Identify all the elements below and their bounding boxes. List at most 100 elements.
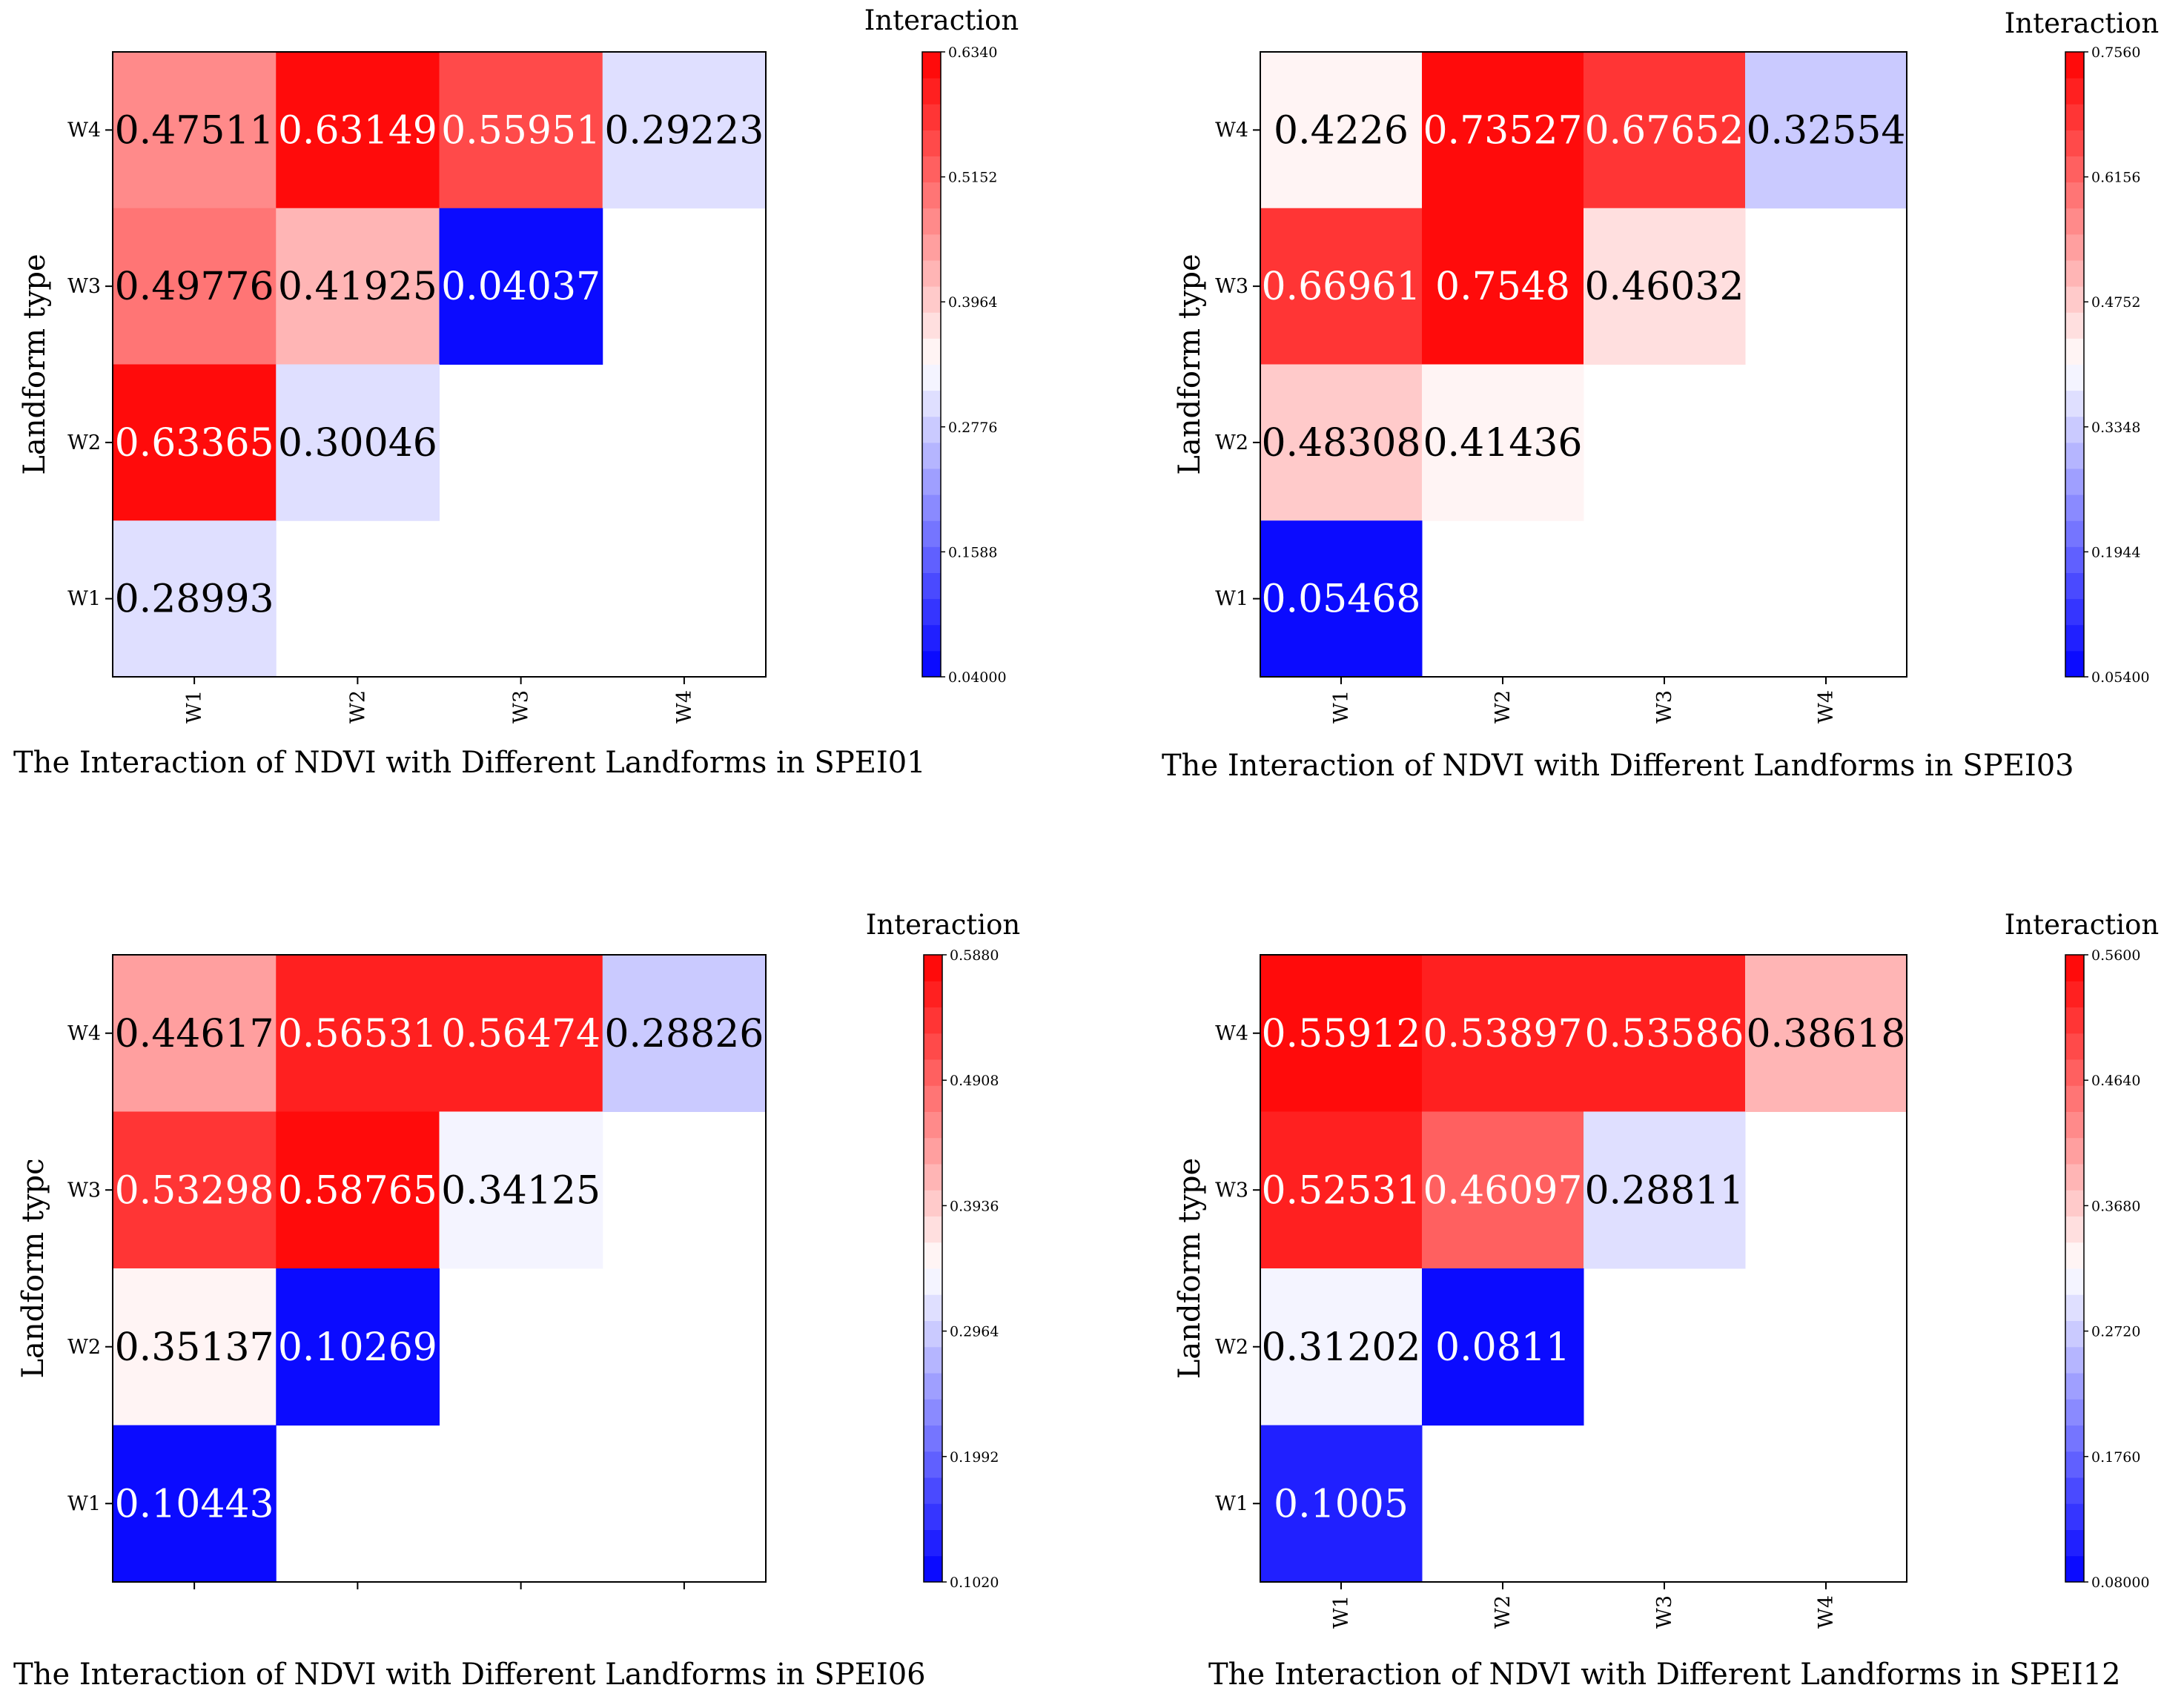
y-tick-label: W2 <box>67 1336 101 1359</box>
cell-value-label: 0.53897 <box>1423 1012 1582 1056</box>
colorbar-tick-label: 0.2776 <box>948 420 997 436</box>
colorbar-segment <box>922 598 941 626</box>
cell-value-label: 0.29223 <box>604 108 764 153</box>
colorbar-segment <box>922 469 941 495</box>
colorbar-segment <box>2065 1059 2084 1086</box>
heatmap-cell <box>1422 1111 1584 1269</box>
heatmap-cell <box>1260 364 1423 521</box>
panel-spei01: 0.47511 0.63149 0.55951 0.29223 0.49776 0.419… <box>13 4 1019 780</box>
colorbar-segment <box>2065 312 2084 339</box>
heatmap-cell <box>113 955 277 1112</box>
panel-caption: The Interaction of NDVI with Different L… <box>13 746 926 780</box>
cell-value-label: 0.4226 <box>1274 108 1409 153</box>
colorbar-segment <box>924 1555 942 1583</box>
cell-value-label: 0.28811 <box>1584 1168 1744 1213</box>
colorbar-segment <box>924 1451 942 1478</box>
x-tick-label: W2 <box>1492 1595 1515 1629</box>
colorbar-tick-label: 0.6340 <box>948 44 997 61</box>
colorbar-segment <box>2065 182 2084 209</box>
colorbar-segment <box>922 78 941 105</box>
panel-caption: The Interaction of NDVI with Different L… <box>1162 749 2074 783</box>
colorbar-segment <box>922 442 941 469</box>
colorbar-tick-label: 0.1020 <box>950 1575 999 1591</box>
colorbar-tick-label: 0.1588 <box>948 544 997 560</box>
heatmap-cell <box>602 52 767 209</box>
cell-value-label: 0.0811 <box>1435 1325 1570 1370</box>
heatmap-cell <box>113 364 277 521</box>
colorbar-segment <box>922 260 941 287</box>
plot-frame <box>112 954 767 1583</box>
heatmap-cell <box>1260 1111 1423 1269</box>
colorbar-segment <box>2065 1111 2084 1139</box>
colorbar-segment <box>2065 955 2084 981</box>
heatmap-cell <box>1260 1268 1423 1426</box>
colorbar-segment <box>2065 416 2084 443</box>
colorbar-segment <box>924 1216 942 1243</box>
heatmap-cell <box>1584 955 1746 1112</box>
heatmap-cell <box>1260 955 1423 1112</box>
colorbar-segment <box>922 494 941 521</box>
colorbar-segment <box>2065 208 2084 235</box>
heatmap-cell <box>276 1268 440 1426</box>
colorbar-segment <box>924 1085 942 1112</box>
colorbar-tick-label: 0.08000 <box>2091 1575 2150 1591</box>
colorbar-segment <box>922 546 941 573</box>
cell-value-label: 0.66961 <box>1261 265 1420 309</box>
colorbar-segment <box>2065 624 2084 652</box>
colorbar-segment <box>924 1242 942 1269</box>
colorbar-segment <box>2065 1216 2084 1243</box>
heatmap-cell <box>1745 52 1907 209</box>
colorbar-tick-label: 0.5880 <box>950 947 999 964</box>
x-tick-label: W3 <box>1653 690 1676 724</box>
colorbar-segment <box>2065 1164 2084 1191</box>
cell-value-label: 0.73527 <box>1423 108 1582 153</box>
colorbar-tick-label: 0.2720 <box>2091 1324 2140 1340</box>
colorbar-segment <box>922 520 941 547</box>
cell-value-label: 0.63365 <box>115 421 274 466</box>
heatmap-cell <box>113 520 277 678</box>
colorbar-tick-label: 0.1944 <box>2091 544 2140 560</box>
x-tick-label: W4 <box>1815 690 1838 724</box>
heatmap-cell <box>1260 520 1423 678</box>
colorbar-segment <box>2065 1294 2084 1321</box>
cell-value-label: 0.46097 <box>1423 1168 1582 1213</box>
heatmap-cell <box>1260 52 1423 209</box>
x-tick-label: W4 <box>1815 1595 1838 1629</box>
colorbar-segment <box>924 1320 942 1348</box>
colorbar-tick-label: 0.05400 <box>2091 669 2150 686</box>
heatmap-cell <box>276 1111 440 1269</box>
colorbar-segment <box>2065 981 2084 1007</box>
colorbar-segment <box>2065 1007 2084 1034</box>
y-axis-label: Landform type <box>1173 1158 1207 1379</box>
colorbar-tick-label: 0.3964 <box>948 294 997 311</box>
cell-value-label: 0.52531 <box>1261 1168 1420 1213</box>
y-tick-label: W2 <box>1215 1336 1248 1359</box>
colorbar-segment <box>2065 442 2084 469</box>
x-tick-label: W3 <box>1653 1595 1676 1629</box>
colorbar-segment <box>2065 546 2084 573</box>
colorbar-segment <box>2065 156 2084 183</box>
colorbar-tick-label: 0.7560 <box>2091 44 2140 61</box>
heatmap-cell <box>602 955 767 1112</box>
colorbar-segment <box>922 572 941 600</box>
panel-caption: The Interaction of NDVI with Different L… <box>1208 1658 2121 1692</box>
y-tick-label: W2 <box>1215 431 1248 454</box>
cell-value-label: 0.04037 <box>441 265 600 309</box>
cell-value-label: 0.58765 <box>278 1168 437 1213</box>
colorbar-frame <box>921 51 942 678</box>
x-tick-label: W2 <box>1492 690 1515 724</box>
cell-value-label: 0.53298 <box>115 1168 274 1213</box>
colorbar-segment <box>922 364 941 391</box>
cell-value-label: 0.41925 <box>278 265 437 309</box>
colorbar-frame <box>2065 51 2085 678</box>
colorbar-tick-label: 0.3348 <box>2091 420 2140 436</box>
cell-value-label: 0.30046 <box>278 421 437 466</box>
colorbar-segment <box>2065 1085 2084 1112</box>
colorbar-segment <box>922 156 941 183</box>
colorbar-title: Interaction <box>2005 7 2160 39</box>
panel-spei03: 0.4226 0.73527 0.67652 0.32554 0.66961 0.7548… <box>1162 7 2159 783</box>
colorbar-segment <box>924 1503 942 1530</box>
x-tick-label: W2 <box>346 690 369 724</box>
y-tick-label: W1 <box>1215 1492 1248 1515</box>
colorbar-tick-label: 0.4908 <box>950 1073 999 1089</box>
